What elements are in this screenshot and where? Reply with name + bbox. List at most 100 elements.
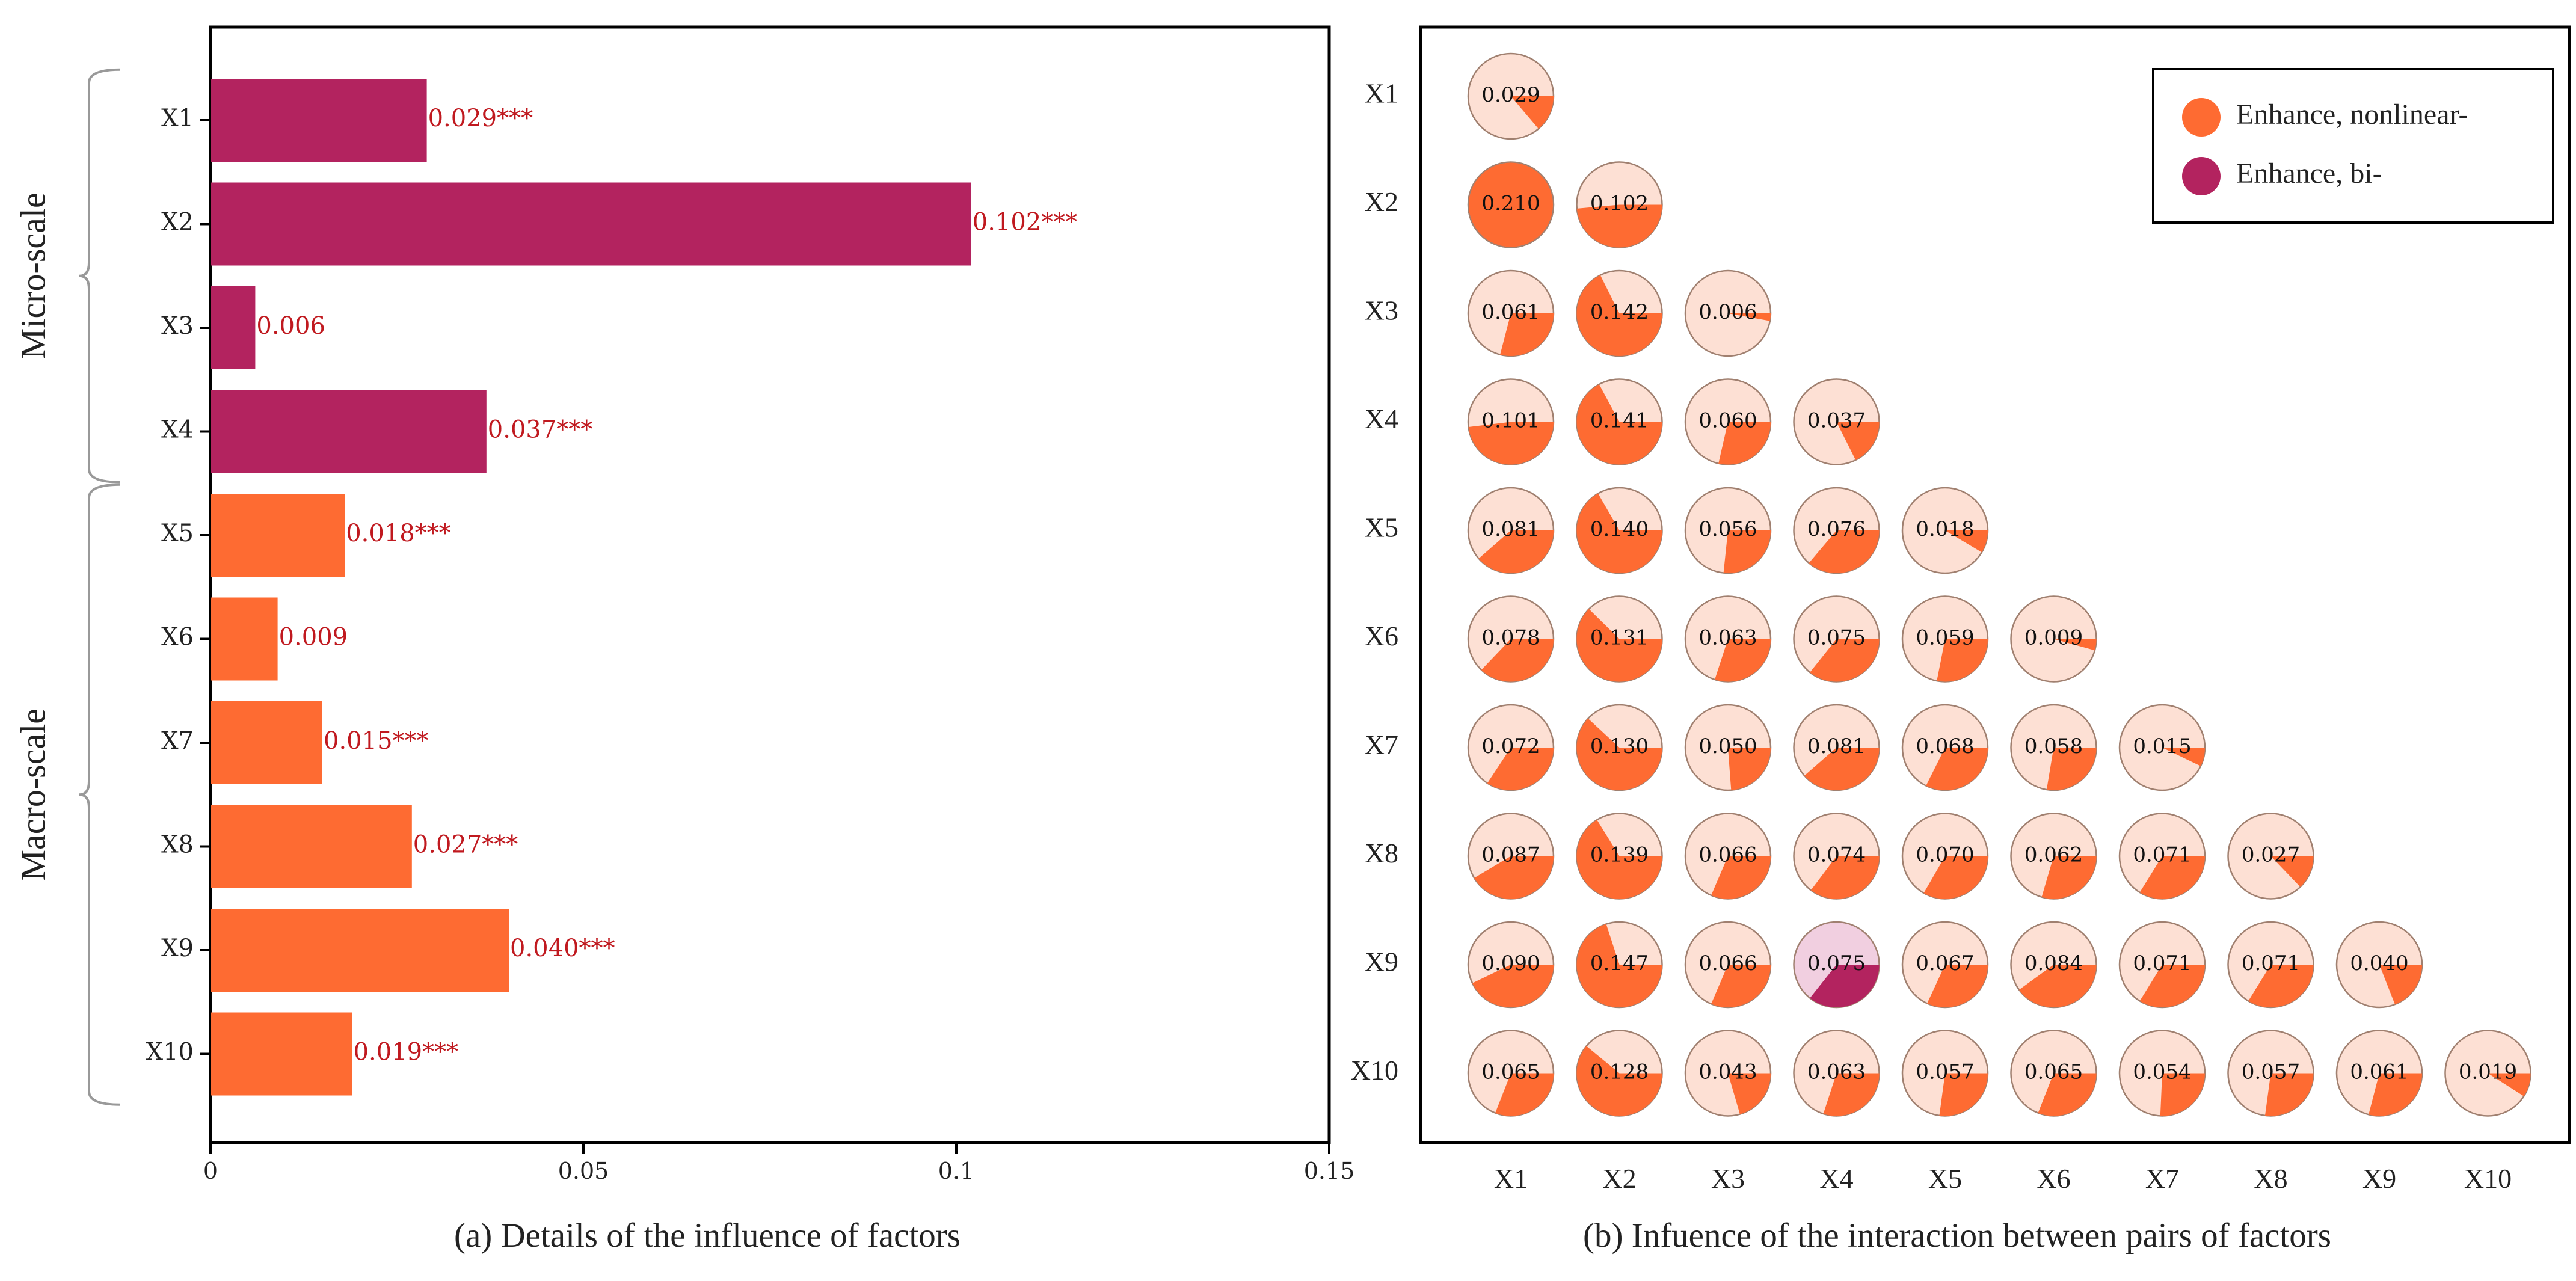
row-label-x7: X7	[1365, 730, 1398, 760]
plot-frame	[1419, 25, 2571, 1144]
pie-label-x9-x3: 0.066	[1698, 951, 1757, 975]
col-label-x10: X10	[2464, 1163, 2512, 1194]
pie-label-x8-x2: 0.139	[1590, 843, 1649, 867]
col-label-x4: X4	[1819, 1163, 1853, 1194]
x-tick-label: 0.05	[558, 1158, 609, 1184]
pie-label-x6-x3: 0.063	[1698, 626, 1757, 650]
pie-label-x10-x5: 0.057	[1916, 1060, 1974, 1084]
pie-slice-x4-x4	[1836, 422, 1880, 461]
pie-slice-x7-x6	[2046, 748, 2097, 790]
pie-label-x4-x3: 0.060	[1698, 409, 1757, 433]
pie-label-x8-x4: 0.074	[1807, 843, 1866, 867]
pie-slice-x9-x2	[1576, 924, 1662, 1007]
pie-label-x10-x7: 0.054	[2133, 1060, 2191, 1084]
pie-slice-x9-x4	[1810, 965, 1880, 1007]
pie-label-x7-x2: 0.130	[1590, 734, 1649, 758]
pie-label-x2-x1: 0.210	[1481, 192, 1540, 216]
pie-label-x8-x5: 0.070	[1916, 843, 1974, 867]
pie-slice-x8-x1	[1474, 856, 1554, 899]
pie-slice-x10-x5	[1939, 1073, 1988, 1116]
pie-label-x9-x2: 0.147	[1590, 951, 1649, 975]
pie-slice-x9-x8	[2248, 965, 2314, 1008]
col-label-x7: X7	[2145, 1163, 2179, 1194]
legend: Enhance, nonlinear- Enhance, bi-	[2152, 68, 2554, 224]
pie-slice-x10-x3	[1728, 1073, 1771, 1114]
pie-label-x7-x4: 0.081	[1807, 734, 1866, 758]
pie-slice-x10-x7	[2160, 1073, 2205, 1116]
bar-x9	[211, 909, 509, 992]
group-label-macro: Macro-scale	[14, 708, 53, 881]
col-label-x6: X6	[2037, 1163, 2070, 1194]
pie-label-x4-x4: 0.037	[1807, 409, 1866, 433]
pie-slice-x8-x3	[1711, 856, 1771, 899]
pie-matrix-panel: X1 X1 X2 X2 X3 X3 X4 X4 X5 X5 X6 X6 X7 X7 X8 X8 X9 X9 X10 X…	[1351, 25, 2571, 1194]
pie-label-x7-x3: 0.050	[1698, 734, 1757, 758]
pie-slice-x7-x7	[2162, 748, 2205, 766]
pie-slice-x4-x2	[1576, 384, 1662, 465]
y-tick-label-x4: X4	[161, 416, 194, 444]
pie-label-x9-x6: 0.084	[2024, 951, 2083, 975]
bracket-macro	[79, 483, 121, 1106]
row-label-x8: X8	[1365, 838, 1398, 868]
caption-right: (b) Infuence of the interaction between …	[1583, 1217, 2331, 1255]
pie-slice-x8-x8	[2270, 856, 2314, 887]
pie-label-x5-x3: 0.056	[1698, 517, 1757, 541]
pie-slice-x7-x3	[1728, 748, 1771, 790]
pie-label-x4-x2: 0.141	[1590, 409, 1649, 433]
row-label-x4: X4	[1365, 404, 1398, 434]
pie-label-x7-x1: 0.072	[1481, 734, 1540, 758]
pie-slice-x10-x8	[2264, 1073, 2314, 1116]
legend-label-nonlinear: Enhance, nonlinear-	[2236, 99, 2468, 131]
pie-label-x8-x6: 0.062	[2024, 843, 2083, 867]
data-label-x6: 0.009	[279, 624, 348, 651]
pie-label-x6-x4: 0.075	[1807, 626, 1866, 650]
pie-label-x10-x2: 0.128	[1590, 1060, 1649, 1084]
pie-slice-x5-x4	[1809, 530, 1880, 573]
bar-x1	[211, 79, 427, 162]
pie-slice-x3-x1	[1500, 313, 1554, 356]
bracket-micro	[79, 68, 121, 484]
pie-slice-x6-x6	[2053, 639, 2097, 651]
data-label-x7: 0.015***	[324, 727, 429, 755]
row-label-x9: X9	[1365, 947, 1398, 977]
pie-slice-x4-x3	[1718, 422, 1771, 465]
pie-slice-x5-x2	[1576, 493, 1662, 574]
pie-slice-x7-x4	[1804, 748, 1880, 790]
pie-label-x5-x2: 0.140	[1590, 517, 1649, 541]
bar-x2	[211, 182, 971, 266]
data-label-x9: 0.040***	[510, 935, 615, 962]
pie-label-x6-x2: 0.131	[1590, 626, 1649, 650]
row-label-x6: X6	[1365, 621, 1398, 651]
y-tick-label-x7: X7	[161, 727, 194, 755]
pie-slice-x4-x1	[1468, 422, 1554, 465]
pie-label-x10-x6: 0.065	[2024, 1060, 2083, 1084]
pie-slice-x5-x1	[1478, 530, 1554, 573]
pie-label-x10-x3: 0.043	[1698, 1060, 1757, 1084]
pie-label-x7-x7: 0.015	[2133, 734, 2191, 758]
pie-slice-x9-x7	[2139, 965, 2205, 1007]
pie-label-x10-x1: 0.065	[1481, 1060, 1540, 1084]
pie-label-x3-x2: 0.142	[1590, 300, 1649, 324]
pie-slice-x7-x1	[1487, 748, 1554, 790]
bar-x8	[211, 805, 412, 888]
pie-slice-x10-x6	[2038, 1073, 2097, 1116]
y-tick-label-x9: X9	[161, 935, 194, 962]
pie-label-x5-x5: 0.018	[1916, 517, 1974, 541]
y-tick-label-x6: X6	[161, 624, 194, 651]
legend-marker-nonlinear	[2182, 98, 2221, 137]
pie-slice-x5-x3	[1723, 530, 1771, 574]
pie-slice-x9-x1	[1472, 965, 1554, 1007]
y-tick-label-x2: X2	[161, 209, 194, 236]
pie-label-x10-x9: 0.061	[2350, 1060, 2408, 1084]
pie-slice-x8-x2	[1576, 820, 1662, 899]
pie-label-x8-x8: 0.027	[2242, 843, 2300, 867]
bar-x10	[211, 1012, 352, 1096]
pie-label-x9-x9: 0.040	[2350, 951, 2408, 975]
pie-slice-x9-x9	[2379, 965, 2422, 1005]
pie-label-x7-x5: 0.068	[1916, 734, 1974, 758]
pie-slice-x6-x5	[1937, 639, 1988, 682]
bar-x5	[211, 494, 345, 577]
row-label-x5: X5	[1365, 512, 1398, 543]
data-label-x10: 0.019***	[354, 1039, 459, 1066]
